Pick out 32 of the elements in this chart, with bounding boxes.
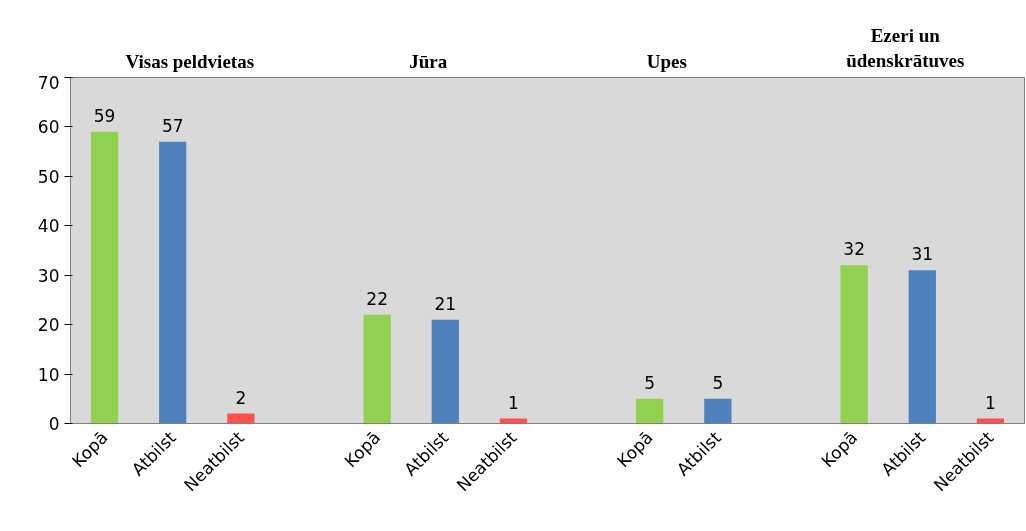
text: Upes [646,50,687,72]
y-tick-label: 60 [37,117,60,138]
data-label: 32 [843,239,865,260]
y-tick-label: 50 [37,166,60,187]
bar [363,314,391,424]
data-label: 57 [161,115,184,136]
data-label: 2 [235,387,247,408]
bar [908,270,936,424]
data-label: 59 [93,105,116,126]
data-label: 21 [434,293,457,314]
y-tick-label: 70 [37,72,60,93]
bar [227,413,255,424]
bar [90,131,119,424]
data-label: 5 [644,372,656,393]
y-tick-label: 40 [37,216,60,237]
y-tick-label: 10 [37,364,60,385]
bar [840,265,868,424]
bar [159,141,187,424]
data-label: 5 [712,372,724,393]
text: Jūra [409,50,448,72]
text: Visas peldvietas [125,50,255,72]
bar [704,398,732,424]
data-label: 31 [911,244,934,265]
bar [431,319,459,424]
data-label: 22 [366,288,388,309]
bar [636,398,664,424]
text: Ezeri un ūdenskrātuves [846,25,965,72]
data-label: 1 [985,392,996,413]
y-tick-label: 0 [48,414,60,434]
y-tick-label: 30 [37,265,60,286]
data-label: 1 [508,392,519,413]
y-tick-label: 20 [37,315,60,336]
